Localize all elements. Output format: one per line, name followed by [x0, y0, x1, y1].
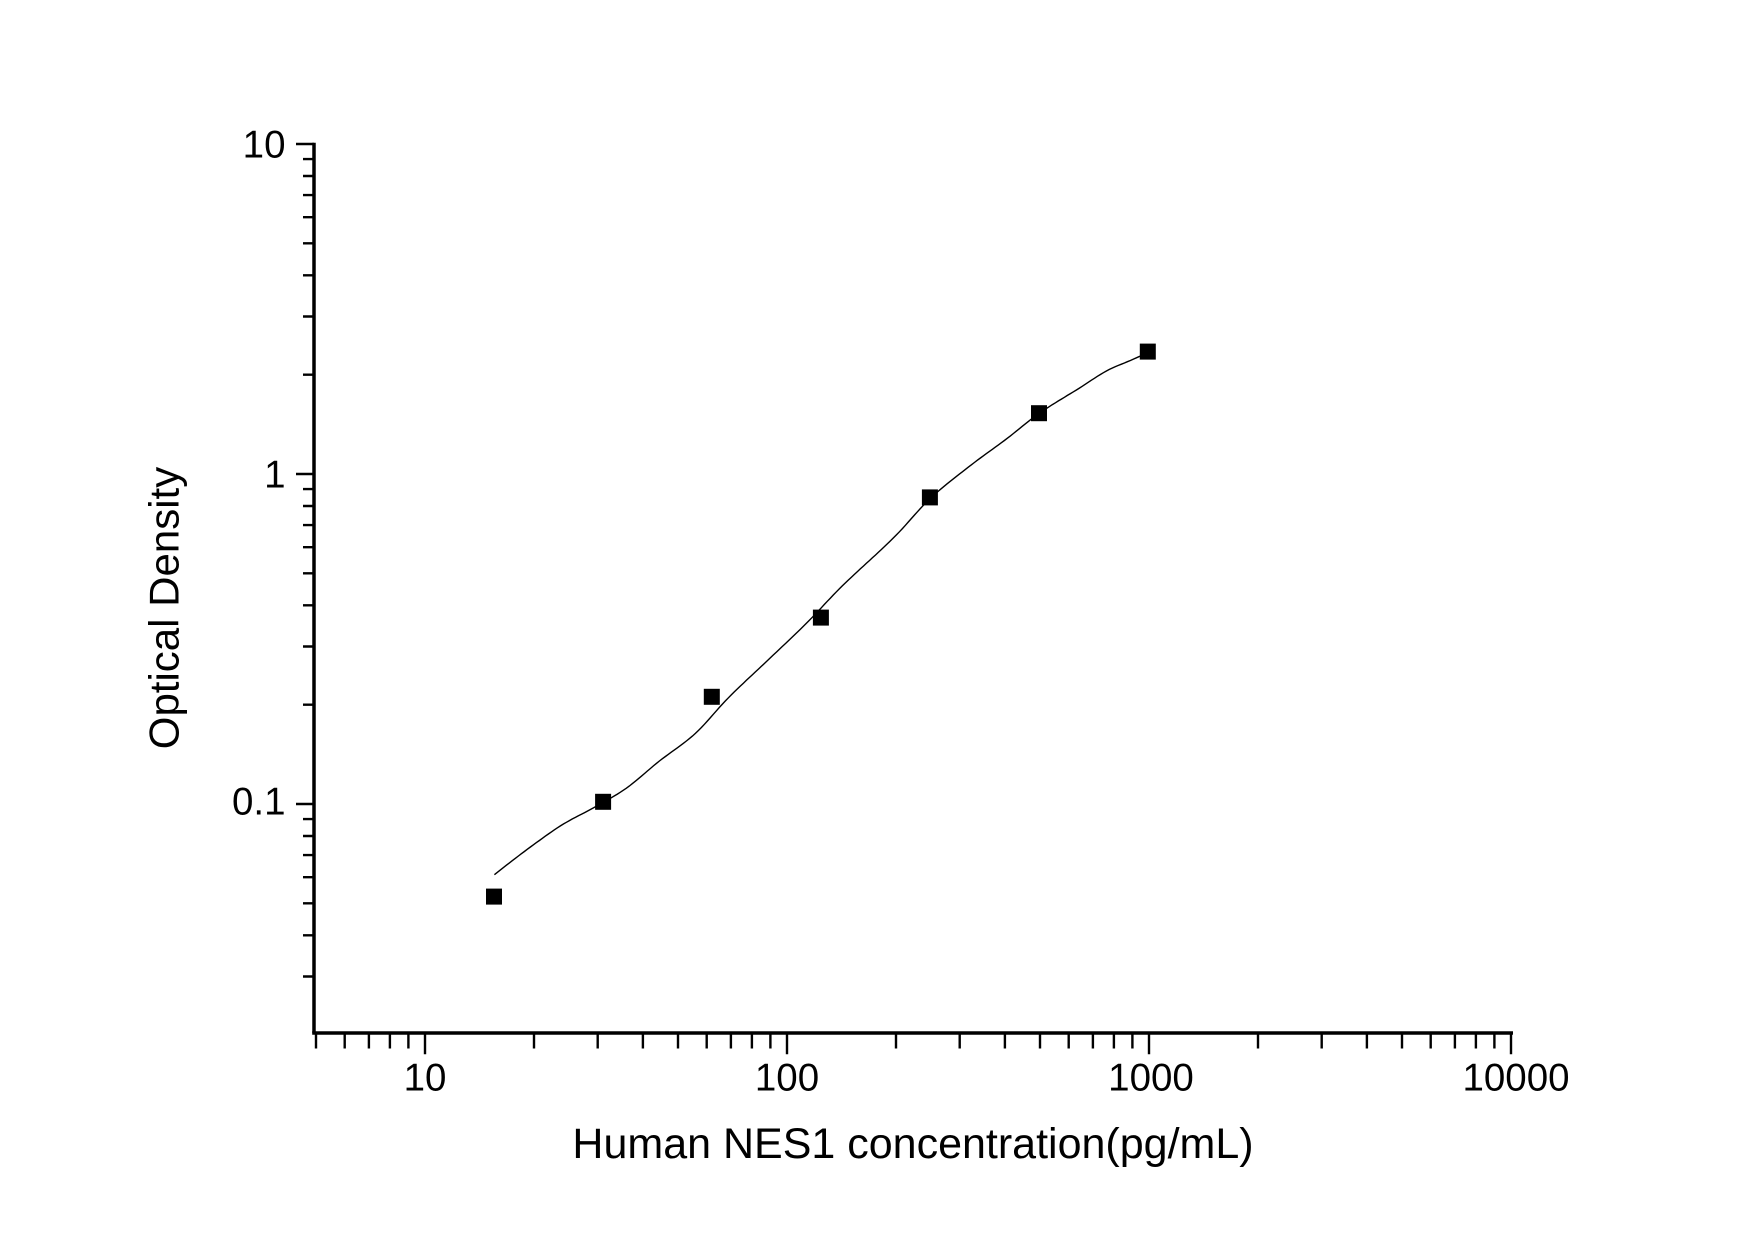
svg-text:10: 10	[404, 1056, 447, 1099]
svg-text:0.1: 0.1	[232, 781, 286, 824]
svg-text:10000: 10000	[1462, 1056, 1569, 1099]
svg-text:1: 1	[264, 453, 285, 496]
svg-text:100: 100	[755, 1056, 819, 1099]
svg-text:Human NES1 concentration(pg/mL: Human NES1 concentration(pg/mL)	[572, 1120, 1253, 1168]
svg-text:1000: 1000	[1108, 1056, 1194, 1099]
svg-text:10: 10	[243, 123, 286, 166]
svg-text:Optical Density: Optical Density	[141, 467, 188, 749]
